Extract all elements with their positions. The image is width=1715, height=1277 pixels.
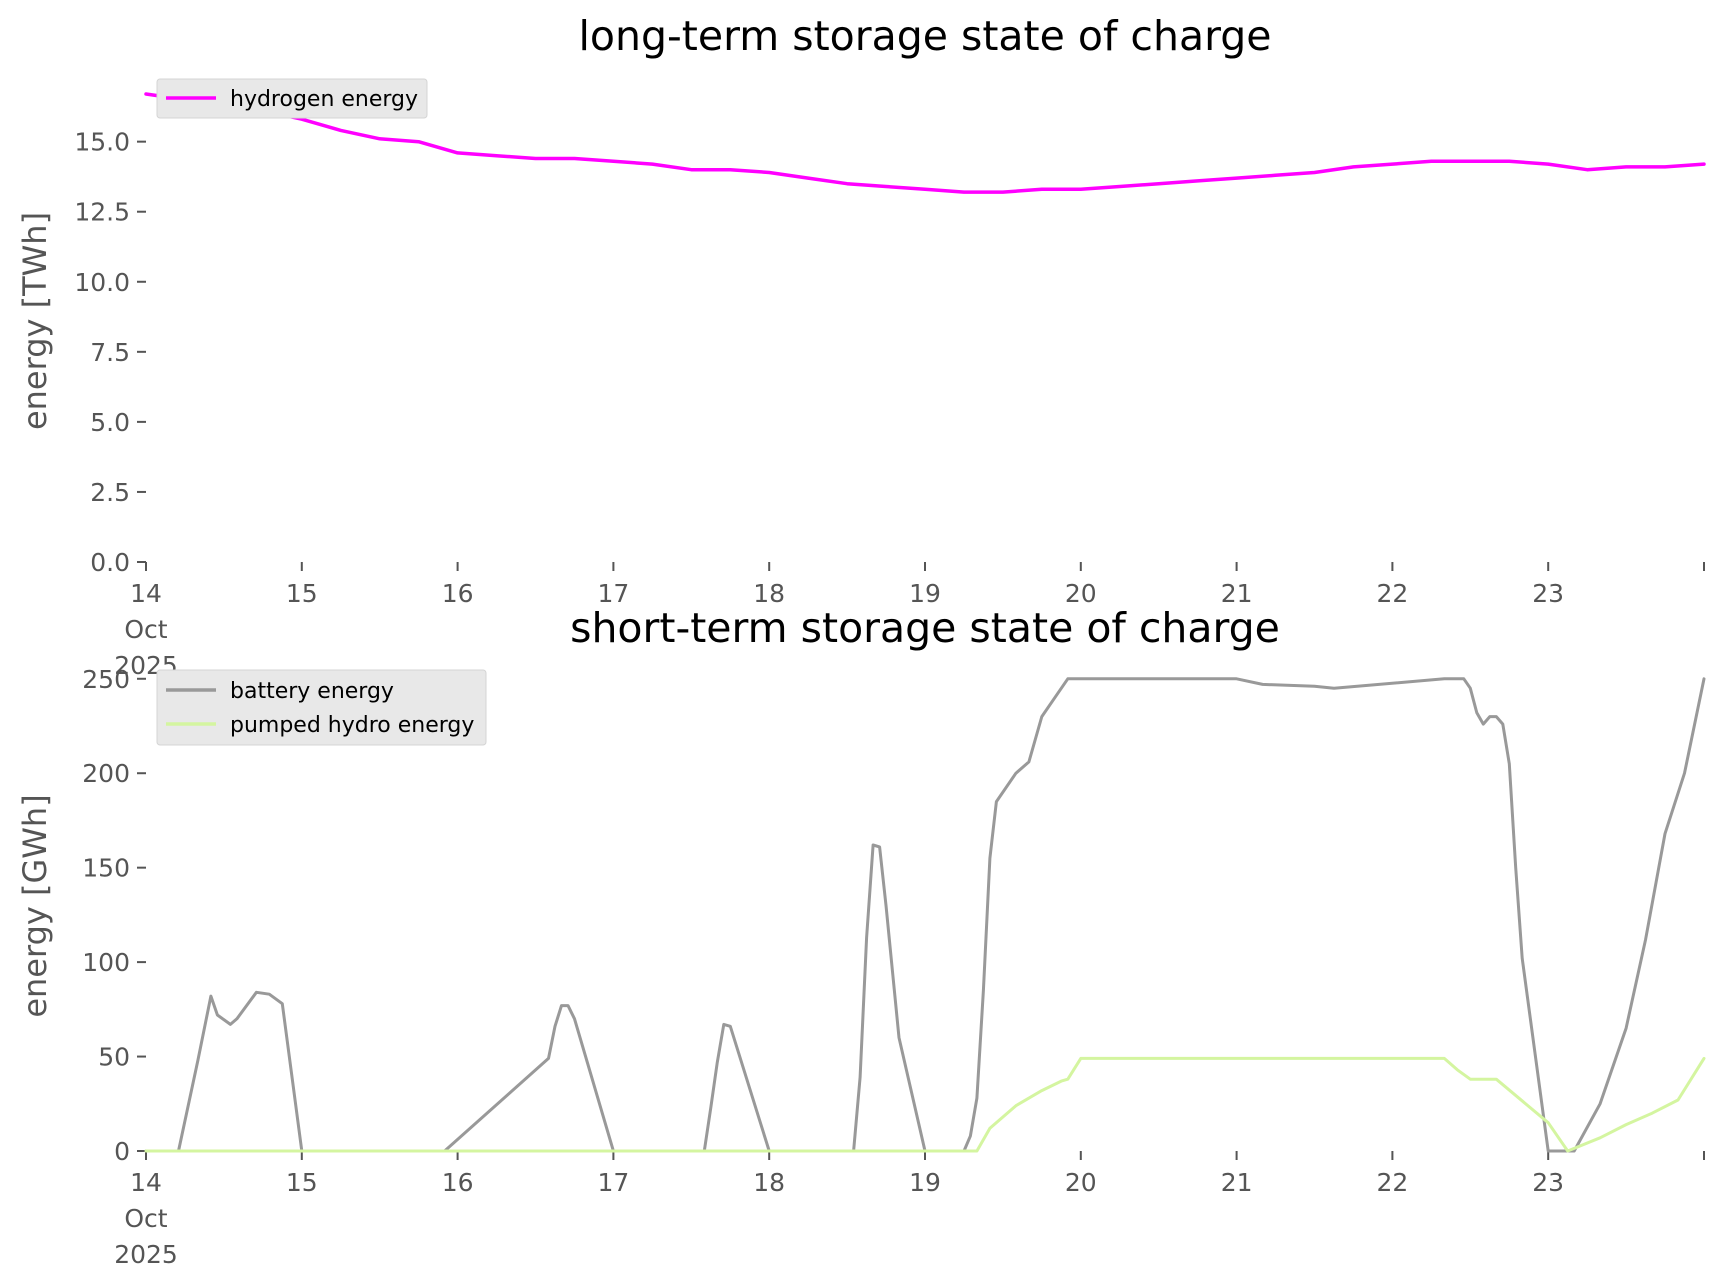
chart-title: long-term storage state of charge <box>579 12 1272 60</box>
y-tick-label: 150 <box>82 854 130 883</box>
x-tick-label: 16 <box>442 1168 474 1197</box>
x-tick-label: 14 <box>130 1168 162 1197</box>
series-line-hydrogen-energy <box>144 92 1706 194</box>
legend: battery energy pumped hydro energy <box>156 669 487 746</box>
y-tick-label: 0.0 <box>90 548 130 577</box>
legend-label: hydrogen energy <box>230 87 418 112</box>
x-tick-label: 20 <box>1065 1168 1097 1197</box>
x-tick-label: 18 <box>753 579 785 608</box>
series-line-pumped-hydro-energy <box>144 1056 1706 1153</box>
x-tick-label: 19 <box>909 1168 941 1197</box>
y-axis-label: energy [TWh] <box>16 212 54 430</box>
x-tick-label: 17 <box>597 1168 629 1197</box>
x-tick-label: 14 <box>130 579 162 608</box>
y-tick-label: 10.0 <box>74 268 130 297</box>
x-tick-label: 15 <box>286 1168 318 1197</box>
x-tick-label: 19 <box>909 579 941 608</box>
legend-label: pumped hydro energy <box>230 713 474 738</box>
y-axis-label: energy [GWh] <box>16 794 54 1017</box>
x-tick-label: 23 <box>1532 579 1564 608</box>
y-tick-label: 200 <box>82 759 130 788</box>
legend-box <box>156 78 428 119</box>
x-tick-label: 21 <box>1221 579 1253 608</box>
y-tick-label: 0 <box>114 1137 130 1166</box>
y-tick-label: 250 <box>82 665 130 694</box>
y-tick-label: 7.5 <box>90 338 130 367</box>
y-tick-label: 15.0 <box>74 128 130 157</box>
x-tick-label: 20 <box>1065 579 1097 608</box>
x-tick-label: 18 <box>753 1168 785 1197</box>
x-tick-label: 17 <box>597 579 629 608</box>
y-tick-label: 50 <box>98 1043 130 1072</box>
x-tick-label: Oct <box>124 1204 167 1233</box>
legend: hydrogen energy <box>156 78 428 119</box>
x-tick-label: 21 <box>1221 1168 1253 1197</box>
x-tick-label: 2025 <box>114 1240 178 1269</box>
legend-label: battery energy <box>230 679 394 704</box>
x-tick-label: 16 <box>442 579 474 608</box>
long-term-storage-chart: long-term storage state of charge energy… <box>16 12 1706 680</box>
x-tick-label: Oct <box>124 615 167 644</box>
chart-title: short-term storage state of charge <box>570 604 1280 652</box>
short-term-storage-chart: short-term storage state of charge energ… <box>16 604 1706 1269</box>
legend-box <box>156 669 487 746</box>
x-tick-label: 22 <box>1376 579 1408 608</box>
y-tick-label: 2.5 <box>90 478 130 507</box>
y-tick-label: 12.5 <box>74 198 130 227</box>
x-tick-label: 23 <box>1532 1168 1564 1197</box>
series-line-battery-energy <box>144 677 1706 1153</box>
x-tick-label: 22 <box>1376 1168 1408 1197</box>
y-tick-label: 100 <box>82 948 130 977</box>
x-tick-label: 15 <box>286 579 318 608</box>
y-tick-label: 5.0 <box>90 408 130 437</box>
